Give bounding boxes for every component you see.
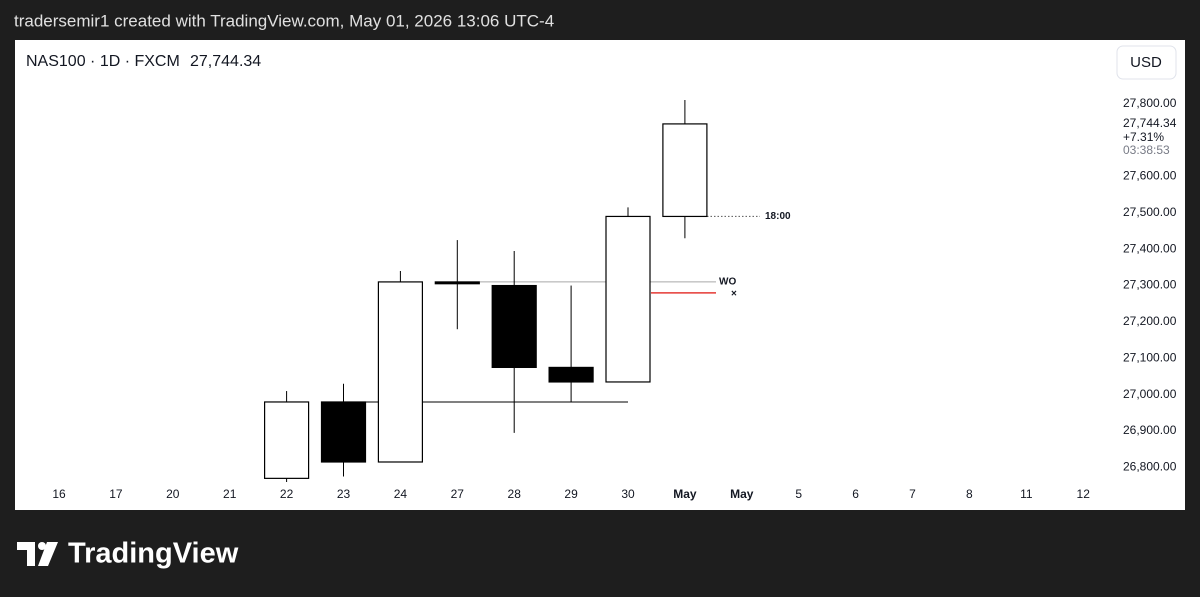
candle-body (491, 284, 537, 369)
x-tick-label: 7 (909, 487, 916, 501)
x-tick-label: 8 (966, 487, 973, 501)
y-tick-label: 27,500.00 (1123, 205, 1177, 219)
price-change: +7.31% (1123, 130, 1164, 144)
candle-body (320, 401, 367, 463)
x-tick-label: May (730, 487, 754, 501)
y-tick-label: 27,800.00 (1123, 96, 1177, 110)
candle-body (264, 401, 310, 479)
x-tick-label: 16 (52, 487, 66, 501)
currency-label[interactable]: USD (1130, 54, 1162, 71)
x-tick-label: 17 (109, 487, 123, 501)
candle-body (377, 281, 423, 463)
header-text: tradersemir1 created with TradingView.co… (14, 11, 554, 30)
footer-brand: TradingView (68, 538, 239, 570)
candle-body (605, 215, 651, 383)
candle-body (662, 123, 708, 218)
x-tick-label: 22 (280, 487, 294, 501)
y-tick-label: 27,300.00 (1123, 278, 1177, 292)
candle-body (548, 366, 594, 383)
footer-logo: TradingView (17, 538, 239, 570)
chart-panel (15, 40, 1185, 510)
last-price-label: 27,744.34 (1123, 116, 1177, 130)
x-tick-label: 6 (852, 487, 859, 501)
x-tick-label: 30 (621, 487, 635, 501)
x-tick-label: 23 (337, 487, 351, 501)
x-tick-label: 21 (223, 487, 237, 501)
currency-button[interactable] (1116, 45, 1177, 80)
x-tick-label: 29 (564, 487, 578, 501)
y-tick-label: 27,200.00 (1123, 314, 1177, 328)
x-tick-label: May (673, 487, 697, 501)
y-tick-label: 26,800.00 (1123, 460, 1177, 474)
x-tick-label: 12 (1077, 487, 1091, 501)
plot-area: WO× 18:00 (264, 100, 791, 482)
level-label: WO (719, 277, 736, 288)
bar-countdown: 03:38:53 (1123, 143, 1170, 157)
x-tick-label: 11 (1020, 487, 1033, 501)
y-tick-label: 27,400.00 (1123, 241, 1177, 255)
y-tick-label: 27,600.00 (1123, 169, 1177, 183)
x-tick-label: 28 (508, 487, 522, 501)
logo-shape (17, 542, 35, 566)
logo-shape (38, 542, 58, 566)
y-tick-label: 26,900.00 (1123, 423, 1177, 437)
symbol-price: 27,744.34 (190, 53, 261, 70)
x-tick-label: 24 (394, 487, 408, 501)
symbol-title: NAS100 · 1D · FXCM (26, 53, 180, 70)
x-tick-label: 5 (795, 487, 802, 501)
x-tick-label: 20 (166, 487, 180, 501)
candle-body (434, 281, 480, 285)
y-tick-label: 27,100.00 (1123, 350, 1177, 364)
y-tick-label: 27,000.00 (1123, 387, 1177, 401)
level-label: × (731, 288, 737, 299)
logo-dot (38, 542, 46, 550)
level-label: 18:00 (765, 211, 791, 222)
x-tick-label: 27 (451, 487, 465, 501)
